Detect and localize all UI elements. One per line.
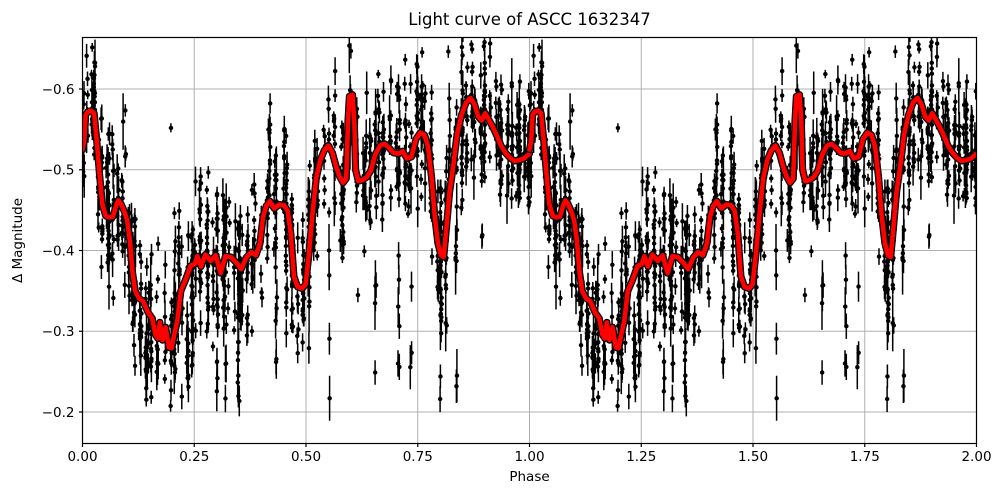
smoothed-curve-period-1 [82,91,534,352]
x-tick-label: 0.75 [403,449,433,465]
y-tick-label: −0.5 [42,163,75,179]
smoothed-curve-period-2 [525,91,977,352]
y-tick-label: −0.2 [42,405,75,421]
x-tick-label: 1.25 [626,449,656,465]
chart-title: Light curve of ASCC 1632347 [408,10,651,29]
x-tick-label: 0.00 [67,449,97,465]
smoothed-curve [527,92,977,351]
x-tick-label: 2.00 [961,449,991,465]
smoothed-curve [82,92,532,351]
x-tick-label: 1.00 [514,449,544,465]
y-axis-label: Δ Magnitude [10,198,26,283]
smoothed-curve-layer [82,91,977,352]
x-tick-label: 0.50 [291,449,321,465]
tick-marks [79,88,978,447]
scatter-period-2 [527,37,977,421]
x-tick-label: 1.75 [850,449,880,465]
y-tick-label: −0.6 [42,82,75,98]
x-tick-label: 1.50 [738,449,768,465]
x-tick-label: 0.25 [179,449,209,465]
x-axis-label: Phase [509,469,549,485]
y-tick-label: −0.4 [42,243,75,259]
y-tick-label: −0.3 [42,324,75,340]
